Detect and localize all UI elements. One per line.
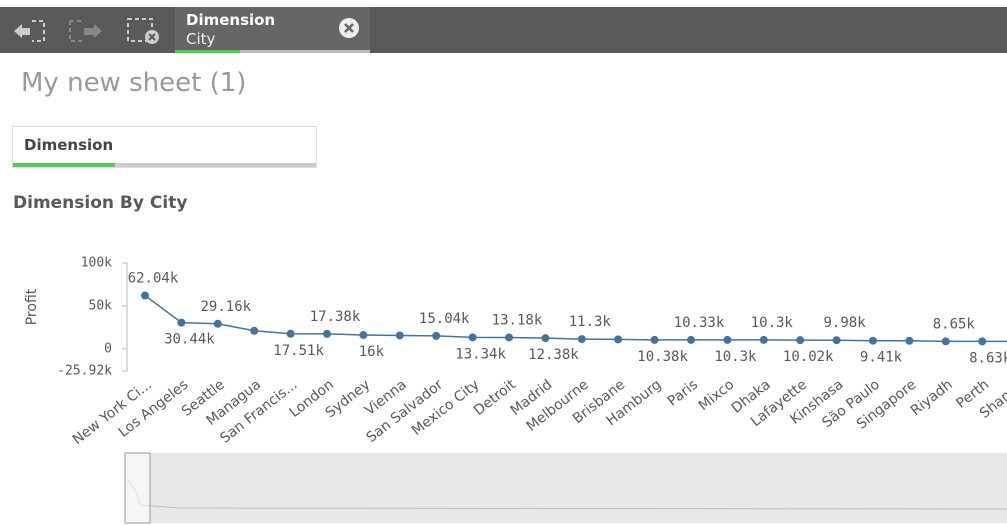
point	[505, 333, 513, 342]
y-tick-label: -25.92k	[57, 364, 112, 379]
value-label: 9.98k	[824, 315, 867, 331]
y-tick-label: 50k	[89, 298, 113, 313]
point	[323, 329, 331, 338]
point	[177, 318, 186, 327]
value-label: 13.18k	[492, 312, 543, 328]
point	[468, 333, 477, 342]
point	[614, 335, 623, 344]
selection-tab[interactable]: Dimension City	[175, 7, 370, 53]
point	[541, 334, 550, 343]
value-label: 9.41k	[860, 350, 903, 366]
chart-title: Dimension By City	[13, 193, 187, 213]
value-label: 15.04k	[419, 311, 470, 327]
value-label: 10.33k	[674, 315, 725, 331]
point	[359, 331, 368, 340]
y-axis-label: Profit	[24, 288, 40, 325]
point	[213, 319, 222, 328]
point	[905, 336, 914, 345]
scrollbar-thumb[interactable]	[124, 452, 151, 524]
value-label: 30.44k	[164, 332, 215, 348]
point	[395, 331, 404, 340]
point	[432, 331, 441, 340]
y-tick-label: 100k	[81, 256, 112, 271]
y-tick-label: 0	[104, 341, 112, 356]
back-button[interactable]	[10, 17, 48, 45]
sheet-title: My new sheet (1)	[21, 68, 247, 98]
point	[941, 337, 950, 346]
scrollbar-track[interactable]	[125, 453, 1007, 523]
point	[796, 336, 805, 345]
point	[141, 291, 149, 300]
value-label: 13.34k	[455, 346, 506, 362]
selection-value: City	[186, 30, 216, 48]
filter-title: Dimension	[24, 136, 114, 154]
selection-bar-rest	[240, 50, 370, 53]
value-label: 8.63k	[969, 350, 1007, 366]
value-label: 16k	[359, 344, 385, 360]
value-label: 29.16k	[201, 299, 252, 315]
point	[759, 335, 768, 344]
value-label: 10.02k	[783, 349, 834, 365]
value-label: 11.3k	[569, 314, 612, 330]
point	[978, 337, 987, 346]
filter-bar	[13, 163, 115, 167]
x-tick-label: Riyadh	[908, 377, 956, 419]
x-tick-label: Paris	[665, 377, 701, 410]
point	[869, 336, 877, 345]
remove-selection[interactable]	[338, 17, 360, 39]
point	[250, 326, 259, 335]
value-label: 17.38k	[310, 309, 361, 325]
value-label: 10.3k	[751, 315, 794, 331]
point	[650, 335, 659, 344]
selection-bar	[175, 50, 240, 53]
selection-field: Dimension	[186, 11, 276, 29]
value-label: 62.04k	[128, 271, 179, 287]
value-label: 8.65k	[933, 316, 976, 332]
point	[286, 329, 295, 338]
chart: Dimension By City Profit 100k 50k 0 -25.92k…	[13, 193, 1007, 524]
point	[723, 335, 732, 344]
value-label: 10.3k	[714, 349, 757, 365]
clear-button[interactable]	[126, 17, 164, 45]
forward-button[interactable]	[68, 17, 106, 45]
point	[577, 335, 586, 344]
value-label: 17.51k	[273, 343, 324, 359]
filter-bar-rest	[115, 163, 316, 167]
point	[687, 335, 695, 344]
toolbar: Dimension City	[0, 7, 1007, 53]
point	[832, 336, 841, 345]
value-label: 10.38k	[637, 349, 688, 365]
filter-pane[interactable]: Dimension	[12, 126, 317, 168]
value-label: 12.38k	[528, 347, 579, 363]
